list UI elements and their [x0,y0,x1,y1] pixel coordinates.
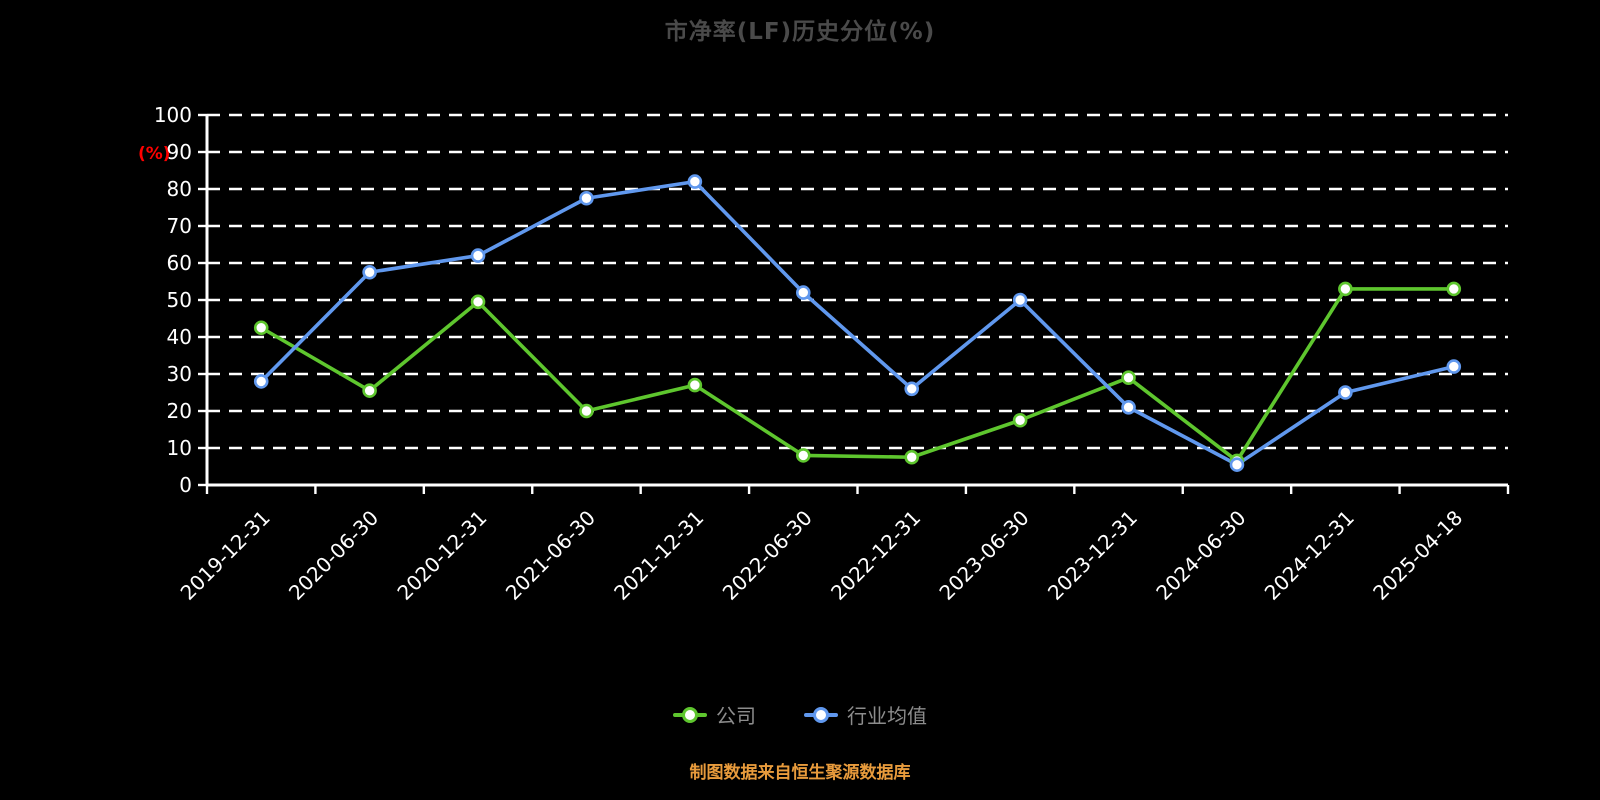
svg-text:90: 90 [167,140,192,164]
svg-text:2021-06-30: 2021-06-30 [501,506,600,605]
svg-text:70: 70 [167,214,192,238]
svg-text:80: 80 [167,177,192,201]
svg-text:2024-12-31: 2024-12-31 [1260,506,1359,605]
svg-text:2024-06-30: 2024-06-30 [1151,506,1250,605]
industry-series-marker-icon [804,706,838,724]
svg-text:10: 10 [167,436,192,460]
chart-title: 市净率(LF)历史分位(%) [664,19,936,45]
svg-text:20: 20 [167,399,192,423]
svg-text:2023-12-31: 2023-12-31 [1043,506,1142,605]
industry-dot-icon [813,706,829,723]
company-dot-icon [682,706,698,723]
svg-text:2020-12-31: 2020-12-31 [392,506,491,605]
svg-text:60: 60 [167,251,192,275]
svg-text:30: 30 [167,362,192,386]
y-axis-unit-label: (%) [138,144,171,164]
svg-text:100: 100 [154,103,192,127]
svg-text:2021-12-31: 2021-12-31 [609,506,708,605]
svg-text:2023-06-30: 2023-06-30 [934,506,1033,605]
chart-legend: 公司 行业均值 [0,700,1600,729]
svg-text:50: 50 [167,288,192,312]
svg-text:2025-04-18: 2025-04-18 [1368,506,1467,605]
company-series-marker-icon [673,706,707,724]
legend-item-industry-average[interactable]: 行业均值 [804,700,927,729]
svg-text:40: 40 [167,325,192,349]
legend-label-company: 公司 [716,704,756,728]
svg-text:2020-06-30: 2020-06-30 [284,506,383,605]
svg-text:2019-12-31: 2019-12-31 [176,506,275,605]
line-chart: 0 10 20 30 40 50 60 70 80 90 100 2019-12-31 2020-06-… [154,103,1510,605]
legend-label-industry-average: 行业均值 [847,704,927,728]
legend-item-company[interactable]: 公司 [673,700,756,729]
svg-text:2022-06-30: 2022-06-30 [718,506,817,605]
svg-text:2022-12-31: 2022-12-31 [826,506,925,605]
data-source-note: 制图数据来自恒生聚源数据库 [689,763,911,783]
svg-text:0: 0 [179,473,192,497]
